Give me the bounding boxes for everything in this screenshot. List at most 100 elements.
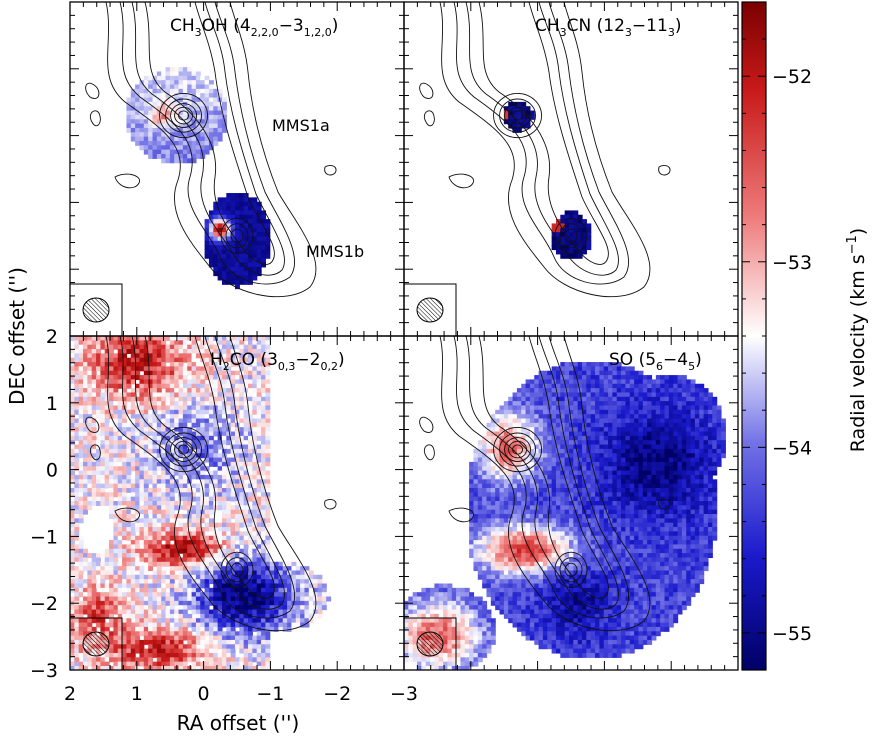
velocity-pixel — [235, 505, 240, 511]
velocity-pixel — [78, 444, 84, 450]
velocity-pixel — [143, 657, 149, 663]
velocity-pixel — [109, 505, 115, 511]
velocity-pixel — [582, 240, 587, 246]
velocity-pixel — [265, 223, 271, 229]
velocity-pixel — [265, 622, 271, 628]
velocity-pixel — [126, 652, 132, 658]
velocity-pixel — [156, 457, 162, 463]
velocity-pixel — [473, 492, 479, 498]
velocity-pixel — [126, 583, 132, 589]
velocity-pixel — [248, 197, 253, 203]
velocity-pixel — [256, 509, 262, 515]
velocity-pixel — [135, 114, 141, 120]
velocity-pixel — [226, 236, 232, 242]
velocity-pixel — [503, 544, 509, 550]
velocity-pixel — [156, 501, 162, 506]
velocity-pixel — [96, 474, 101, 480]
velocity-pixel — [265, 652, 271, 658]
velocity-pixel — [235, 483, 240, 489]
velocity-pixel — [252, 570, 258, 576]
velocity-pixel — [156, 349, 162, 354]
velocity-pixel — [117, 600, 123, 606]
velocity-pixel — [490, 514, 496, 519]
velocity-pixel — [239, 219, 245, 225]
velocity-pixel — [248, 514, 253, 519]
velocity-pixel — [456, 626, 462, 632]
velocity-pixel — [148, 119, 154, 125]
velocity-pixel — [200, 409, 206, 415]
velocity-pixel — [265, 592, 271, 598]
velocity-pixel — [200, 665, 206, 670]
velocity-pixel — [443, 665, 449, 670]
velocity-pixel — [482, 639, 488, 645]
velocity-pixel — [187, 401, 193, 407]
velocity-pixel — [182, 505, 188, 511]
velocity-pixel — [243, 379, 249, 385]
velocity-pixel — [135, 435, 141, 441]
velocity-pixel — [117, 635, 123, 641]
velocity-pixel — [152, 605, 158, 611]
velocity-pixel — [486, 448, 492, 454]
velocity-pixel — [473, 522, 479, 528]
velocity-pixel — [261, 453, 266, 459]
velocity-pixel — [135, 587, 141, 593]
velocity-pixel — [235, 193, 240, 198]
velocity-pixel — [226, 470, 232, 476]
velocity-pixel — [200, 84, 206, 90]
velocity-pixel — [213, 418, 219, 424]
velocity-pixel — [143, 136, 149, 142]
velocity-pixel — [213, 210, 219, 216]
velocity-pixel — [295, 618, 301, 624]
velocity-pixel — [291, 570, 297, 576]
velocity-pixel — [291, 605, 297, 611]
velocity-pixel — [230, 422, 236, 428]
velocity-pixel — [300, 570, 306, 576]
velocity-pixel — [430, 596, 435, 602]
velocity-pixel — [213, 600, 219, 606]
velocity-pixel — [256, 405, 262, 411]
velocity-pixel — [178, 340, 184, 346]
velocity-pixel — [96, 448, 101, 454]
velocity-pixel — [195, 657, 201, 663]
velocity-pixel — [187, 362, 193, 367]
velocity-pixel — [217, 592, 223, 598]
velocity-pixel — [482, 518, 488, 524]
velocity-pixel — [161, 93, 167, 99]
velocity-pixel — [243, 409, 249, 415]
velocity-pixel — [122, 470, 128, 476]
velocity-pixel — [156, 414, 162, 420]
velocity-pixel — [235, 262, 240, 268]
velocity-pixel — [96, 396, 101, 402]
velocity-pixel — [482, 440, 488, 446]
velocity-pixel — [256, 457, 262, 463]
velocity-pixel — [130, 422, 136, 428]
velocity-pixel — [130, 535, 136, 541]
velocity-pixel — [308, 587, 314, 593]
velocity-pixel — [490, 540, 496, 546]
velocity-pixel — [204, 362, 210, 367]
velocity-pixel — [109, 383, 115, 389]
velocity-pixel — [78, 366, 84, 372]
velocity-pixel — [265, 340, 271, 346]
velocity-pixel — [117, 583, 123, 589]
velocity-pixel — [464, 665, 470, 670]
velocity-pixel — [96, 561, 101, 567]
velocity-pixel — [109, 587, 115, 593]
velocity-pixel — [70, 644, 75, 650]
velocity-pixel — [226, 388, 232, 394]
velocity-pixel — [161, 661, 167, 667]
velocity-pixel — [74, 605, 80, 611]
velocity-pixel — [248, 414, 253, 420]
velocity-pixel — [165, 518, 171, 524]
velocity-pixel — [74, 353, 80, 359]
velocity-pixel — [287, 596, 293, 602]
velocity-pixel — [70, 570, 75, 576]
velocity-pixel — [126, 587, 132, 593]
velocity-pixel — [195, 101, 201, 107]
velocity-pixel — [200, 383, 206, 389]
velocity-pixel — [104, 605, 110, 611]
velocity-pixel — [239, 505, 245, 511]
velocity-pixel — [239, 635, 245, 641]
velocity-pixel — [100, 401, 106, 407]
velocity-pixel — [213, 609, 219, 615]
